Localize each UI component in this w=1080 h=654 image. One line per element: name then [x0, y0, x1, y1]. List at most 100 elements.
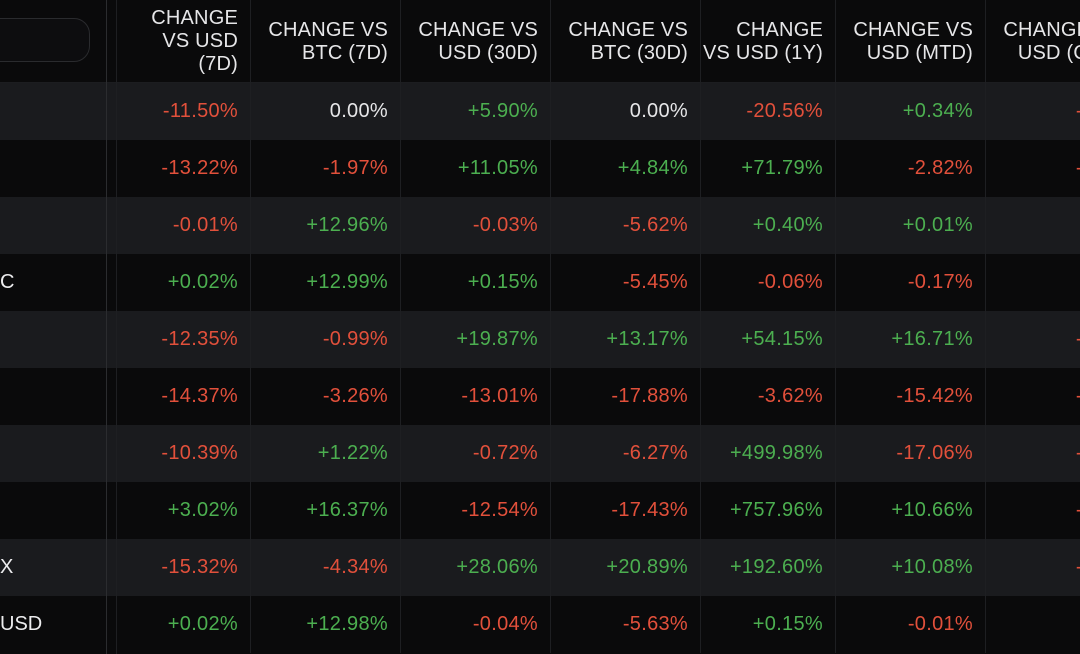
change-cell: +12.96%	[251, 197, 401, 254]
change-cell: -17.43%	[551, 482, 701, 539]
change-cell: +19.87%	[401, 311, 551, 368]
asset-name	[0, 425, 106, 482]
change-cell: +192.60%	[701, 539, 836, 596]
asset-name: C	[0, 271, 15, 293]
change-cell: -4.34%	[251, 539, 401, 596]
change-cell: -17.06%	[836, 425, 986, 482]
change-cell: -5.63%	[551, 596, 701, 653]
change-cell: +12.99%	[251, 254, 401, 311]
column-divider	[116, 0, 117, 654]
change-cell: +499.98%	[701, 425, 836, 482]
change-cell: -0.99%	[251, 311, 401, 368]
change-cell: +4.84%	[551, 140, 701, 197]
change-cell: -28.5	[986, 140, 1080, 197]
change-cell: +0.1	[986, 254, 1080, 311]
header-change-vs-usd-qtd[interactable]: CHANGE VS USD (QTD)	[986, 0, 1080, 83]
change-cell: -20.56%	[701, 83, 836, 140]
change-cell: +12.98%	[251, 596, 401, 653]
change-cell: +0.02%	[117, 254, 251, 311]
change-cell: +10.66%	[836, 482, 986, 539]
change-cell: -0.0	[986, 596, 1080, 653]
asset-name: USD	[0, 613, 43, 635]
change-cell: +10.08%	[836, 539, 986, 596]
change-cell: -37.8	[986, 482, 1080, 539]
change-cell: 0.00%	[251, 83, 401, 140]
asset-name-column	[0, 0, 106, 654]
change-cell: -5.62%	[551, 197, 701, 254]
asset-name	[0, 482, 106, 539]
change-cell: +757.96%	[701, 482, 836, 539]
change-cell: +0.01%	[836, 197, 986, 254]
change-cell: -13.22%	[117, 140, 251, 197]
change-cell: 0.00%	[551, 83, 701, 140]
table-row[interactable]: -11.50%0.00%+5.90%0.00%-20.56%+0.34%-18.…	[0, 83, 1080, 140]
asset-name	[0, 83, 106, 140]
change-cell: -0.72%	[401, 425, 551, 482]
change-cell: -0.04%	[401, 596, 551, 653]
header-change-vs-btc-30d[interactable]: CHANGE VS BTC (30D)	[551, 0, 701, 83]
change-cell: -11.50%	[117, 83, 251, 140]
header-change-vs-usd-1y[interactable]: CHANGE VS USD (1Y)	[701, 0, 836, 83]
change-cell: +0.40%	[701, 197, 836, 254]
asset-name: X	[0, 556, 14, 578]
change-cell: -15.42%	[836, 368, 986, 425]
change-cell: +71.79%	[701, 140, 836, 197]
change-cell: +16.71%	[836, 311, 986, 368]
change-cell: +13.17%	[551, 311, 701, 368]
change-cell: -0.03%	[401, 197, 551, 254]
change-cell: -6.27%	[551, 425, 701, 482]
change-cell: -1.97%	[251, 140, 401, 197]
change-cell: +1.22%	[251, 425, 401, 482]
change-cell: +5.90%	[401, 83, 551, 140]
change-cell: -0.01%	[836, 596, 986, 653]
change-cell: +0.34%	[836, 83, 986, 140]
change-cell: -2.82%	[836, 140, 986, 197]
table-row[interactable]: C +0.02%+12.99%+0.15%-5.45%-0.06%-0.17%+0…	[0, 254, 1080, 311]
change-cell: -13.01%	[401, 368, 551, 425]
change-cell: -0.06%	[701, 254, 836, 311]
asset-name	[0, 140, 106, 197]
table-row[interactable]: -0.01%+12.96%-0.03%-5.62%+0.40%+0.01%+0.…	[0, 197, 1080, 254]
change-cell: -10.39%	[117, 425, 251, 482]
change-cell: +0.02%	[117, 596, 251, 653]
table-row[interactable]: -12.35% -0.99% +19.87% +13.17% +54.15% +16.71…	[0, 311, 1080, 368]
change-cell: -17.88%	[551, 368, 701, 425]
change-cell: +0.15%	[701, 596, 836, 653]
change-cell: -15.32%	[117, 539, 251, 596]
change-cell: -3.62%	[701, 368, 836, 425]
header-change-vs-usd-7d[interactable]: CHANGE VS USD (7D)	[117, 0, 251, 83]
change-cell: -5.45%	[551, 254, 701, 311]
change-cell: -12.35%	[117, 311, 251, 368]
asset-name	[0, 197, 106, 254]
change-cell: -32.4	[986, 368, 1080, 425]
change-cell: -49.3	[986, 425, 1080, 482]
column-divider	[106, 0, 107, 654]
table-header: CHANGE VS USD (7D) CHANGE VS BTC (7D) CH…	[0, 0, 1080, 83]
change-cell: +3.02%	[117, 482, 251, 539]
search-input[interactable]	[0, 18, 90, 62]
change-cell: -0.17%	[836, 254, 986, 311]
change-cell: +0.15%	[401, 254, 551, 311]
table-row[interactable]: X -15.32% -4.34% +28.06% +20.89% +192.60% +10.…	[0, 539, 1080, 596]
change-cell: +11.05%	[401, 140, 551, 197]
change-cell: -13.1	[986, 311, 1080, 368]
asset-name	[0, 368, 106, 425]
change-cell: +16.37%	[251, 482, 401, 539]
change-cell: -29.2	[986, 539, 1080, 596]
change-cell: +20.89%	[551, 539, 701, 596]
table-row[interactable]: +3.02% +16.37% -12.54% -17.43% +757.96% +10.6…	[0, 482, 1080, 539]
table-row[interactable]: -14.37% -3.26% -13.01% -17.88% -3.62% -15.42%…	[0, 368, 1080, 425]
change-cell: +54.15%	[701, 311, 836, 368]
table-row[interactable]: -10.39% +1.22% -0.72% -6.27% +499.98% -17.06%…	[0, 425, 1080, 482]
header-change-vs-usd-mtd[interactable]: CHANGE VS USD (MTD)	[836, 0, 986, 83]
change-cell: -18.7	[986, 83, 1080, 140]
table-row[interactable]: USD +0.02% +12.98% -0.04% -5.63% +0.15% -0.01%…	[0, 596, 1080, 653]
change-cell: +0.0	[986, 197, 1080, 254]
header-change-vs-usd-30d[interactable]: CHANGE VS USD (30D)	[401, 0, 551, 83]
table-row[interactable]: -13.22%-1.97%+11.05%+4.84%+71.79%-2.82%-…	[0, 140, 1080, 197]
change-cell: -12.54%	[401, 482, 551, 539]
header-change-vs-btc-7d[interactable]: CHANGE VS BTC (7D)	[251, 0, 401, 83]
asset-name	[0, 311, 106, 368]
change-cell: -14.37%	[117, 368, 251, 425]
